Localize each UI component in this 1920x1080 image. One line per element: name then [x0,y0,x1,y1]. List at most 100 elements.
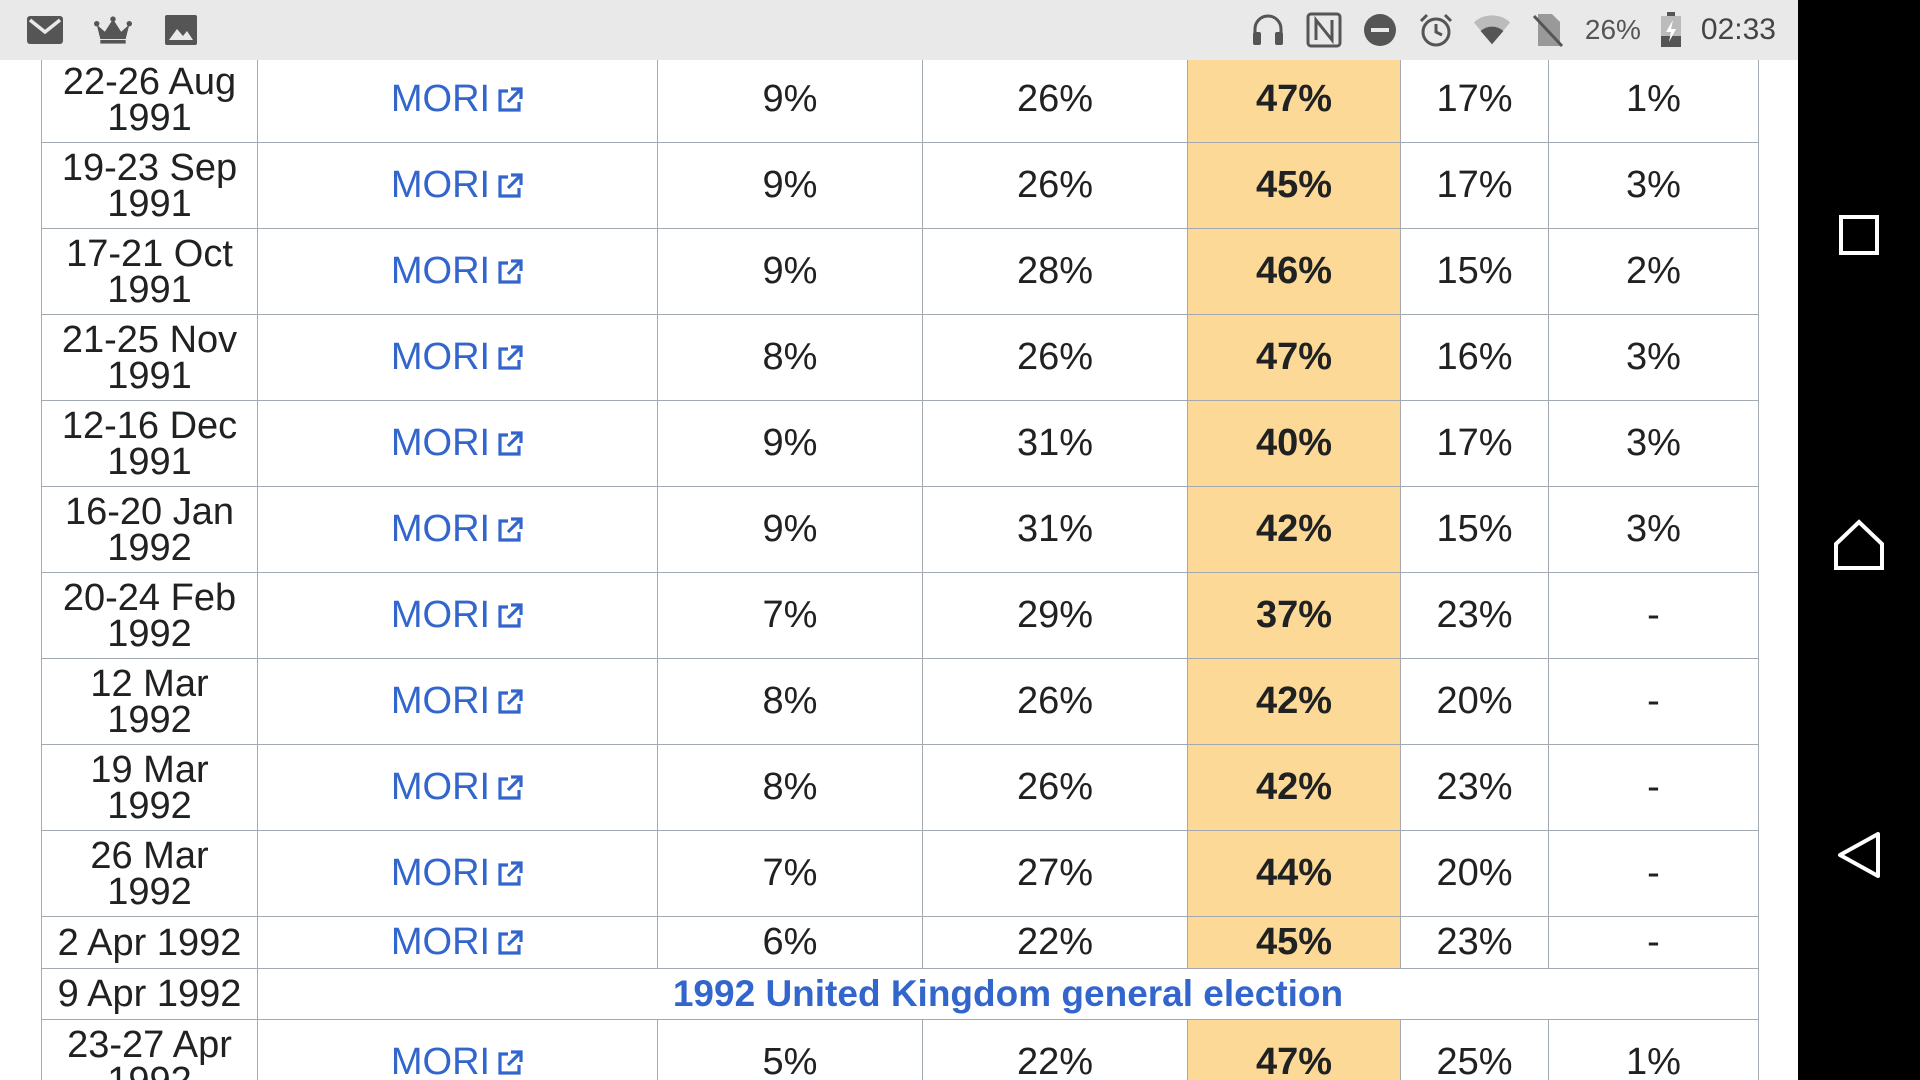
election-link[interactable]: 1992 United Kingdom general election [257,968,1759,1020]
external-link-icon [498,344,523,370]
poll-value-1: 9% [657,228,923,315]
poll-value-2: 28% [922,228,1188,315]
poll-value-1: 9% [657,142,923,229]
back-button[interactable] [1798,810,1920,900]
poll-value-1: 7% [657,830,923,917]
pollster-link[interactable]: MORI [257,658,658,745]
poll-value-5: 3% [1548,314,1759,401]
poll-value-1: 8% [657,658,923,745]
gmail-icon [26,11,64,49]
poll-value-5: 1% [1548,1019,1759,1080]
pollster-link[interactable]: MORI [257,572,658,659]
table-row: 21-25 Nov 1991 MORI 8% 26% 47% 16% 3% [41,314,1759,401]
poll-value-5: - [1548,830,1759,917]
poll-value-1: 9% [657,60,923,143]
poll-date: 2 Apr 1992 [41,916,258,969]
poll-value-4: 20% [1400,658,1549,745]
external-link-icon [498,516,523,542]
poll-value-4: 15% [1400,486,1549,573]
poll-value-2: 26% [922,658,1188,745]
pollster-link[interactable]: MORI [257,830,658,917]
poll-value-4: 20% [1400,830,1549,917]
poll-value-4: 15% [1400,228,1549,315]
pollster-link[interactable]: MORI [257,744,658,831]
poll-value-5: 1% [1548,60,1759,143]
poll-date: 12 Mar 1992 [41,658,258,745]
home-icon [1834,519,1884,570]
battery-percent: 26% [1584,14,1641,45]
pollster-link[interactable]: MORI [257,486,658,573]
poll-value-5: 3% [1548,400,1759,487]
election-row: 9 Apr 1992 1992 United Kingdom general el… [41,968,1759,1020]
poll-date: 26 Mar 1992 [41,830,258,917]
poll-value-4: 25% [1400,1019,1549,1080]
table-row: 12-16 Dec 1991 MORI 9% 31% 40% 17% 3% [41,400,1759,487]
poll-value-lead: 42% [1187,744,1401,831]
external-link-icon [498,774,523,800]
home-button[interactable] [1798,500,1920,590]
table-row: 19 Mar 1992 MORI 8% 26% 42% 23% - [41,744,1759,831]
pollster-link[interactable]: MORI [257,142,658,229]
external-link-icon [498,929,523,955]
external-link-icon [498,430,523,456]
pollster-link[interactable]: MORI [257,228,658,315]
poll-value-lead: 47% [1187,1019,1401,1080]
table-row: 22-26 Aug 1991 MORI 9% 26% 47% 17% 1% [41,60,1759,143]
poll-value-lead: 47% [1187,60,1401,143]
table-row: 16-20 Jan 1992 MORI 9% 31% 42% 15% 3% [41,486,1759,573]
poll-table-view[interactable]: 22-26 Aug 1991 MORI 9% 26% 47% 17% 1% 19-23 Sep 1… [0,60,1798,1080]
poll-value-1: 5% [657,1019,923,1080]
poll-value-2: 29% [922,572,1188,659]
poll-value-2: 26% [922,314,1188,401]
poll-value-2: 31% [922,400,1188,487]
table-row: 19-23 Sep 1991 MORI 9% 26% 45% 17% 3% [41,142,1759,229]
poll-date: 22-26 Aug 1991 [41,60,258,143]
wifi-icon [1473,11,1511,49]
poll-value-2: 31% [922,486,1188,573]
poll-value-lead: 42% [1187,658,1401,745]
poll-value-5: - [1548,744,1759,831]
poll-value-1: 8% [657,314,923,401]
poll-value-4: 17% [1400,60,1549,143]
pollster-link[interactable]: MORI [257,400,658,487]
external-link-icon [498,860,523,886]
poll-value-5: - [1548,658,1759,745]
pollster-link[interactable]: MORI [257,60,658,143]
poll-date: 21-25 Nov 1991 [41,314,258,401]
recents-button[interactable] [1798,190,1920,280]
poll-value-2: 26% [922,60,1188,143]
poll-value-2: 22% [922,916,1188,969]
poll-value-5: 2% [1548,228,1759,315]
poll-value-lead: 46% [1187,228,1401,315]
table-row: 12 Mar 1992 MORI 8% 26% 42% 20% - [41,658,1759,745]
pollster-link[interactable]: MORI [257,916,658,969]
poll-value-lead: 44% [1187,830,1401,917]
poll-value-1: 9% [657,400,923,487]
poll-value-4: 16% [1400,314,1549,401]
headphones-icon [1249,11,1287,49]
poll-value-4: 17% [1400,142,1549,229]
pollster-link[interactable]: MORI [257,1019,658,1080]
poll-value-lead: 37% [1187,572,1401,659]
do-not-disturb-icon [1361,11,1399,49]
poll-value-lead: 47% [1187,314,1401,401]
poll-date: 19-23 Sep 1991 [41,142,258,229]
table-row: 2 Apr 1992 MORI 6% 22% 45% 23% - [41,916,1759,969]
poll-value-5: 3% [1548,486,1759,573]
poll-value-5: - [1548,572,1759,659]
clock-time: 02:33 [1700,13,1776,46]
pollster-link[interactable]: MORI [257,314,658,401]
poll-value-1: 8% [657,744,923,831]
poll-date: 16-20 Jan 1992 [41,486,258,573]
crown-icon [94,11,132,49]
alarm-icon [1417,11,1455,49]
poll-value-4: 23% [1400,572,1549,659]
poll-value-5: - [1548,916,1759,969]
poll-value-4: 23% [1400,916,1549,969]
external-link-icon [498,1049,523,1075]
table-row: 17-21 Oct 1991 MORI 9% 28% 46% 15% 2% [41,228,1759,315]
status-bar: 26% 02:33 [0,0,1798,60]
image-icon [162,11,200,49]
election-date: 9 Apr 1992 [41,968,258,1020]
